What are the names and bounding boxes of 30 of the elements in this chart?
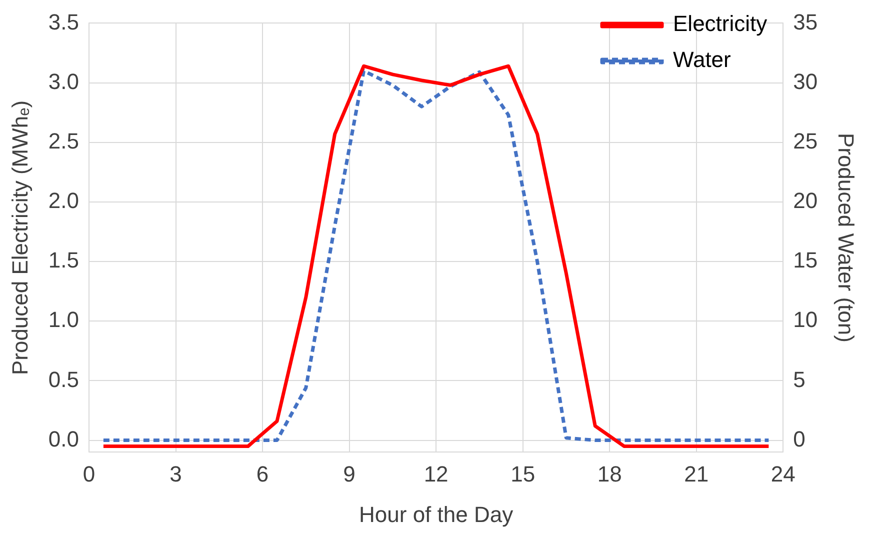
y2-tick-label: 25 [793,128,818,154]
y2-tick-label: 35 [793,9,818,34]
y-tick-label: 2.5 [48,128,79,154]
x-tick-label: 0 [82,461,96,486]
legend-label: Water [673,47,731,72]
y-tick-label: 3.0 [48,68,79,94]
y-axis-title: Produced Electricity (MWhₑ) [7,100,32,376]
y2-tick-label: 5 [793,366,806,392]
y-tick-label: 0.5 [48,366,79,392]
y2-tick-label: 15 [793,248,818,273]
x-tick-label: 24 [770,461,796,486]
x-axis-title: Hour of the Day [359,502,514,527]
y2-tick-label: 10 [793,307,818,332]
y2-tick-label: 20 [793,188,818,214]
y2-tick-label: 30 [793,68,818,94]
x-tick-label: 12 [424,461,448,486]
y-tick-label: 1.0 [48,307,79,332]
x-tick-label: 21 [684,461,709,486]
y-tick-label: 3.5 [48,9,79,34]
y2-tick-label: 0 [793,426,806,452]
y-tick-label: 2.0 [48,188,79,214]
y-tick-label: 1.5 [48,248,79,273]
x-tick-label: 9 [343,461,356,486]
y2-axis-title: Produced Water (ton) [834,132,859,342]
x-tick-label: 18 [597,461,622,486]
x-tick-label: 3 [170,461,182,486]
legend-label: Electricity [673,11,768,36]
y-tick-label: 0.0 [48,426,79,452]
x-tick-label: 6 [256,461,269,486]
x-tick-label: 15 [510,461,536,486]
